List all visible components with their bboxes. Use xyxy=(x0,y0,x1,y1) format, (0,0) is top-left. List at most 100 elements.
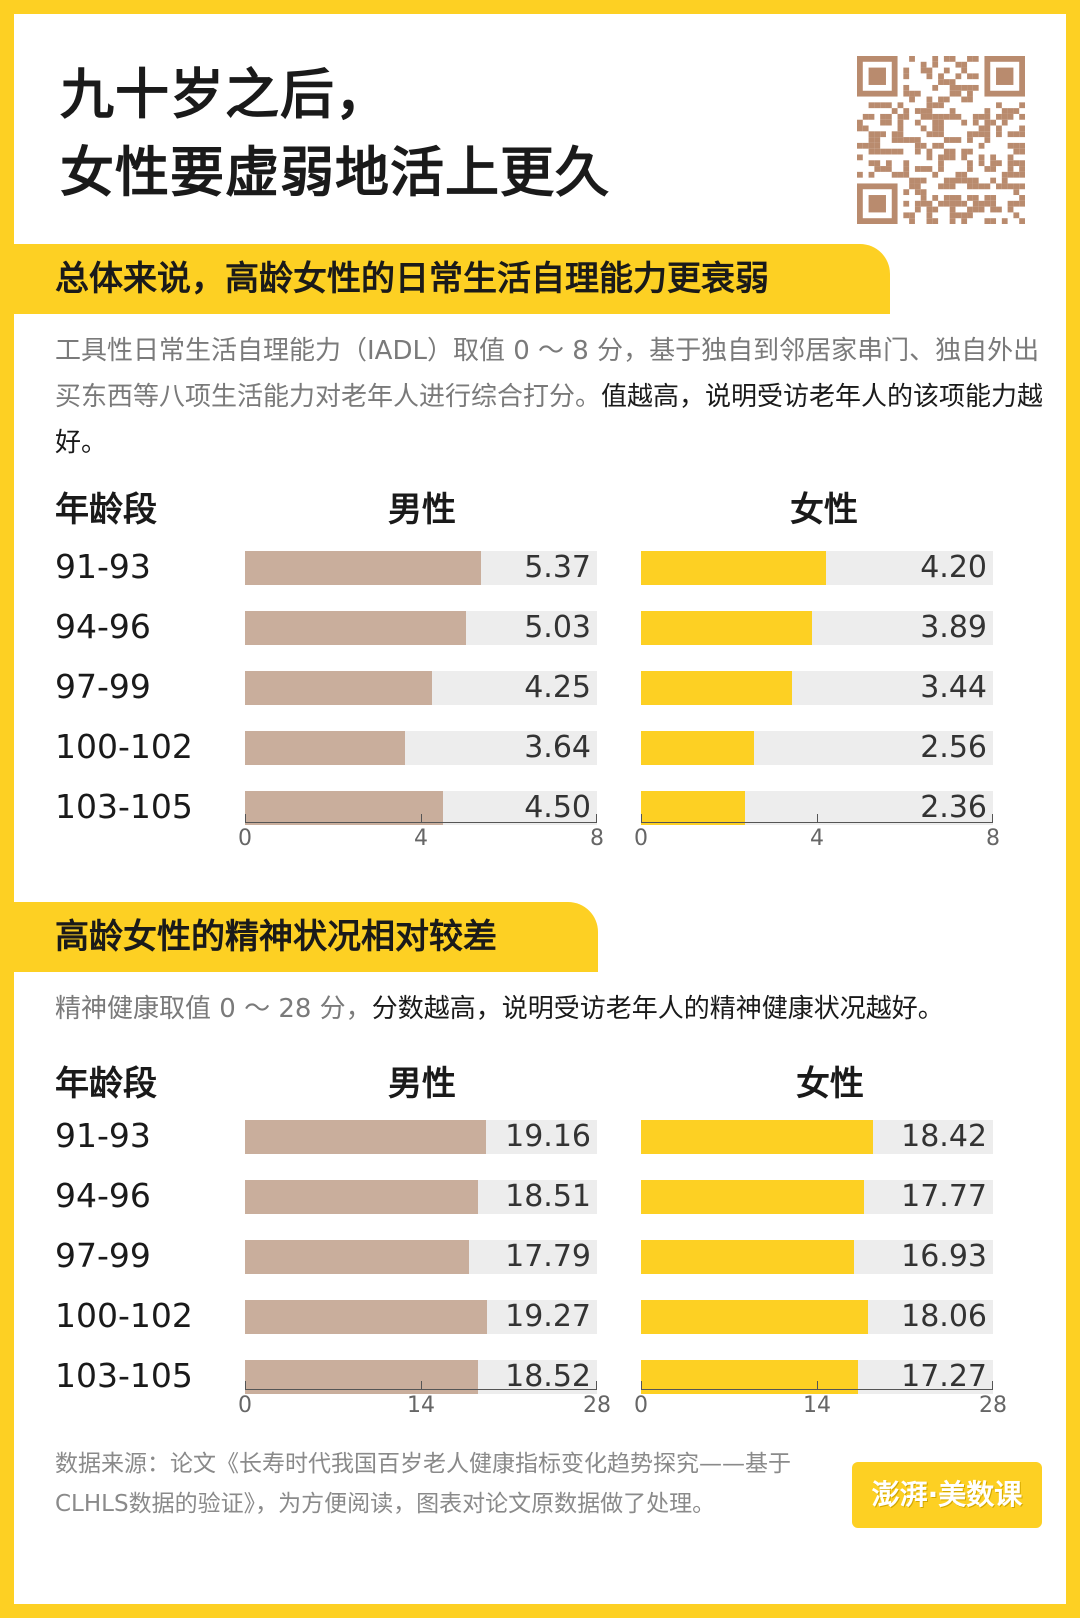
section2-female-header: 女性 xyxy=(796,1064,864,1104)
bar-track: 18.51 xyxy=(245,1179,597,1214)
qr-module xyxy=(932,131,939,138)
qr-module xyxy=(938,131,944,138)
qr-module xyxy=(914,177,921,184)
qr-module xyxy=(891,171,898,178)
qr-module xyxy=(885,113,892,120)
qr-module xyxy=(868,171,875,178)
value-label: 17.79 xyxy=(505,1239,591,1274)
qr-module xyxy=(903,113,910,120)
qr-module xyxy=(926,113,933,120)
qr-module xyxy=(885,119,892,126)
qr-module xyxy=(1019,102,1025,109)
qr-module xyxy=(955,171,962,178)
qr-module xyxy=(1019,218,1025,224)
qr-module xyxy=(996,183,1002,190)
section2-description: 精神健康取值 0 ～ 28 分，分数越高，说明受访老年人的精神健康状况越好。 xyxy=(55,986,1045,1032)
qr-module xyxy=(972,206,979,213)
qr-module xyxy=(1013,183,1020,190)
qr-module xyxy=(926,166,933,172)
qr-module xyxy=(909,90,915,97)
qr-module xyxy=(972,200,979,207)
qr-module xyxy=(949,108,956,114)
qr-module xyxy=(943,96,950,103)
qr-module xyxy=(903,108,910,114)
qr-module xyxy=(903,67,910,74)
qr-module xyxy=(943,79,950,85)
bar-track: 19.27 xyxy=(245,1299,597,1334)
x-tick-label: 14 xyxy=(803,1393,831,1418)
qr-module xyxy=(967,177,973,184)
qr-module xyxy=(978,154,985,161)
x-tick-label: 0 xyxy=(238,826,252,851)
x-tick-label: 0 xyxy=(634,1393,648,1418)
section2-desc-gray: 精神健康取值 0 ～ 28 分， xyxy=(55,994,372,1024)
qr-module xyxy=(990,177,997,184)
value-label: 3.44 xyxy=(920,670,987,705)
qr-module xyxy=(920,200,927,207)
qr-module xyxy=(932,84,939,91)
qr-module xyxy=(984,218,991,224)
value-label: 4.20 xyxy=(920,550,987,585)
qr-module xyxy=(1019,166,1025,172)
qr-module xyxy=(868,195,886,213)
qr-module xyxy=(1019,125,1025,132)
qr-module xyxy=(978,200,985,207)
age-label: 91-93 xyxy=(55,547,151,586)
qr-module xyxy=(984,108,991,114)
qr-module xyxy=(949,183,956,190)
qr-module xyxy=(914,183,921,190)
title-line-2: 女性要虚弱地活上更久 xyxy=(60,141,610,204)
qr-module xyxy=(932,142,939,149)
qr-module xyxy=(943,137,950,143)
qr-module xyxy=(996,206,1002,213)
qr-module xyxy=(897,137,904,143)
qr-module xyxy=(990,160,997,167)
qr-module xyxy=(868,131,875,138)
qr-module xyxy=(1019,171,1025,178)
female-bar xyxy=(641,1300,869,1334)
section1-female-header: 女性 xyxy=(790,490,858,530)
qr-module xyxy=(920,113,927,120)
qr-module xyxy=(857,171,863,178)
qr-module xyxy=(1019,160,1025,167)
qr-code-icon[interactable] xyxy=(857,56,1025,224)
qr-module xyxy=(949,148,956,155)
x-tick-label: 4 xyxy=(810,826,824,851)
x-tick xyxy=(596,814,597,822)
qr-module xyxy=(972,131,979,138)
bar-track: 3.89 xyxy=(641,610,993,645)
section1-banner: 总体来说，高龄女性的日常生活自理能力更衰弱 xyxy=(14,244,890,314)
qr-module xyxy=(897,113,904,120)
qr-module xyxy=(972,73,979,80)
qr-module xyxy=(984,137,991,143)
qr-module xyxy=(909,96,915,103)
section2-age-header: 年龄段 xyxy=(55,1064,157,1104)
qr-module xyxy=(984,195,991,201)
qr-module xyxy=(961,84,968,91)
qr-module xyxy=(984,131,991,138)
qr-module xyxy=(920,125,927,132)
qr-module xyxy=(926,154,933,161)
qr-module xyxy=(961,177,968,184)
qr-module xyxy=(938,200,944,207)
value-label: 18.52 xyxy=(505,1359,591,1394)
value-label: 2.56 xyxy=(920,730,987,765)
qr-module xyxy=(961,154,968,161)
qr-module xyxy=(943,67,950,74)
qr-module xyxy=(955,137,962,143)
qr-module xyxy=(897,125,904,132)
qr-module xyxy=(1019,195,1025,201)
qr-module xyxy=(909,56,915,62)
value-label: 18.42 xyxy=(901,1119,987,1154)
qr-module xyxy=(891,131,898,138)
qr-module xyxy=(914,142,921,149)
value-label: 2.36 xyxy=(920,790,987,825)
qr-module xyxy=(1007,131,1014,138)
x-axis xyxy=(245,822,597,823)
qr-module xyxy=(949,154,956,161)
qr-module xyxy=(926,96,933,103)
qr-module xyxy=(943,183,950,190)
bar-track: 5.03 xyxy=(245,610,597,645)
qr-module xyxy=(926,108,933,114)
value-label: 19.27 xyxy=(505,1299,591,1334)
